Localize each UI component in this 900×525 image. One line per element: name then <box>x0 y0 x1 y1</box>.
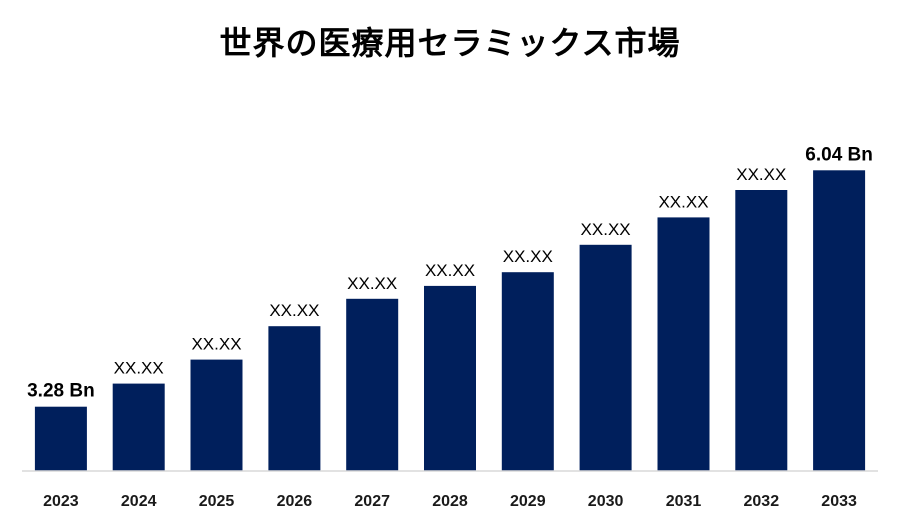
data-label-2026: XX.XX <box>269 301 319 320</box>
bar-2031 <box>657 217 710 471</box>
data-label-2024: XX.XX <box>114 359 164 378</box>
bar-2024 <box>112 383 165 471</box>
bars-group <box>34 170 866 472</box>
bar-2029 <box>501 272 554 471</box>
x-tick-2027: 2027 <box>354 493 390 510</box>
x-tick-2032: 2032 <box>744 493 780 510</box>
data-label-2027: XX.XX <box>347 274 397 293</box>
bar-2033 <box>813 170 866 472</box>
bar-2032 <box>735 190 788 471</box>
bar-2023 <box>34 406 87 471</box>
data-label-2030: XX.XX <box>581 220 631 239</box>
data-label-2033: 6.04 Bn <box>805 144 873 165</box>
data-label-2029: XX.XX <box>503 247 553 266</box>
data-label-2031: XX.XX <box>658 192 708 211</box>
bar-2027 <box>346 298 399 471</box>
data-label-2025: XX.XX <box>191 335 241 354</box>
x-tick-2030: 2030 <box>588 493 624 510</box>
data-labels-group: 3.28 Bn XX.XX XX.XX XX.XX XX.XX XX.XX XX.XX XX.… <box>27 144 873 401</box>
data-label-2032: XX.XX <box>736 165 786 184</box>
x-tick-2025: 2025 <box>199 493 235 510</box>
x-tick-2031: 2031 <box>666 493 702 510</box>
bar-2026 <box>268 326 321 471</box>
x-tick-2033: 2033 <box>821 493 857 510</box>
x-tick-2026: 2026 <box>277 493 313 510</box>
bar-2025 <box>190 359 243 471</box>
x-tick-2023: 2023 <box>43 493 79 510</box>
x-tick-2029: 2029 <box>510 493 546 510</box>
data-label-2023: 3.28 Bn <box>27 381 95 402</box>
bar-2028 <box>424 285 476 471</box>
x-tick-labels-group: 2023 2024 2025 2026 2027 2028 2029 2030 2031 2032… <box>43 493 857 510</box>
x-tick-2024: 2024 <box>121 493 157 510</box>
data-label-2028: XX.XX <box>425 261 475 280</box>
bar-2030 <box>579 244 632 471</box>
chart-title: 世界の医療用セラミックス市場 <box>219 24 681 62</box>
x-tick-2028: 2028 <box>432 493 468 510</box>
